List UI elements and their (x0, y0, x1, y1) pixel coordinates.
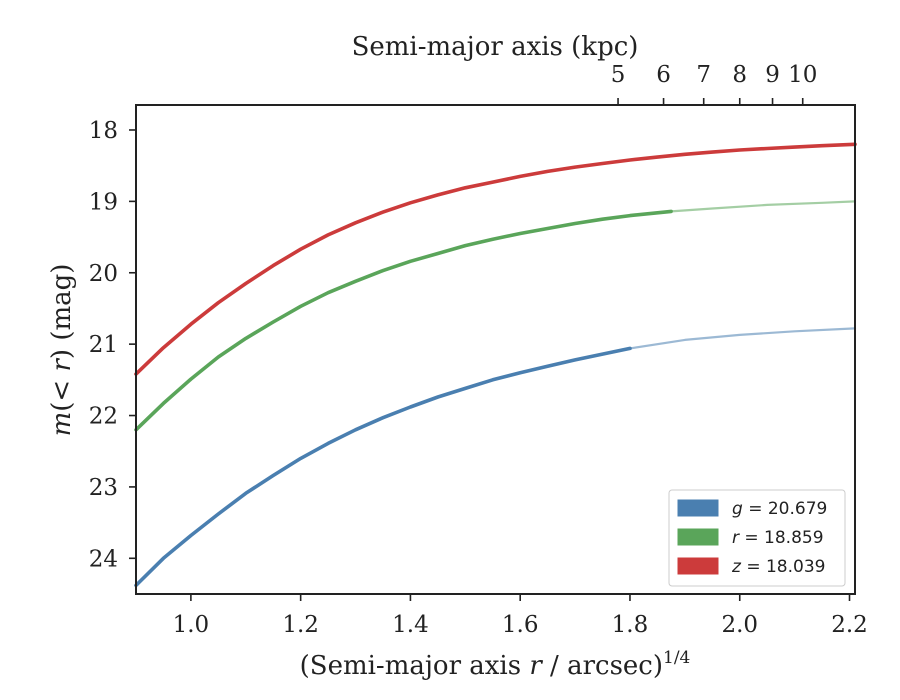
y-tick-label: 20 (89, 261, 118, 287)
x-tick-label: 2.2 (831, 612, 868, 638)
x-axis-title-sup: 1/4 (663, 648, 690, 668)
legend-var-r: r (732, 528, 740, 548)
x-tick-label: 1.2 (282, 612, 319, 638)
x-tick-label: 1.4 (392, 612, 429, 638)
y-axis-title-post: ) (mag) (47, 264, 77, 360)
y-tick-label: 23 (89, 475, 118, 501)
legend-var-z: z (731, 557, 742, 577)
top-tick-label: 10 (788, 62, 817, 88)
legend-value-r: = 18.859 (739, 528, 824, 548)
top-tick-label: 5 (611, 62, 626, 88)
x-axis-title-pre: (Semi-major axis (300, 651, 530, 681)
top-tick-label: 8 (732, 62, 747, 88)
y-tick-label: 19 (89, 189, 118, 215)
y-tick-label: 24 (89, 546, 118, 572)
series-r-line (134, 209, 673, 432)
legend-label-z: z = 18.039 (731, 557, 825, 577)
series-layer (134, 142, 857, 588)
top-tick-label: 7 (696, 62, 711, 88)
legend-swatch-z (677, 557, 719, 575)
x-tick-label: 2.0 (721, 612, 758, 638)
left-y-axis: 18 19 20 21 22 23 24 (89, 118, 136, 572)
legend-var-g: g (732, 499, 743, 519)
series-z-line (134, 142, 857, 376)
y-tick-label: 21 (89, 332, 118, 358)
y-tick-label: 18 (89, 118, 118, 144)
legend-value-g: = 20.679 (743, 499, 828, 519)
top-tick-label: 6 (656, 62, 671, 88)
legend-label-g: g = 20.679 (732, 499, 827, 519)
x-axis-title-post: / arcsec) (542, 651, 663, 681)
legend-swatch-g (677, 499, 719, 517)
y-axis-title: m(< r) (mag) (47, 264, 77, 437)
x-axis-title: (Semi-major axis r / arcsec)1/4 (300, 648, 691, 681)
series-g-model-line (628, 327, 857, 350)
top-x-axis-title: Semi-major axis (kpc) (352, 32, 639, 62)
top-x-axis: 5 6 7 8 9 10 (611, 62, 817, 105)
top-tick-label: 9 (765, 62, 780, 88)
plot-frame (135, 104, 856, 595)
y-axis-title-paren: ( (47, 402, 77, 412)
x-tick-label: 1.6 (502, 612, 539, 638)
x-tick-label: 1.8 (612, 612, 649, 638)
y-tick-label: 22 (89, 404, 118, 430)
series-r-model-line (669, 200, 857, 213)
series-g-line (134, 346, 632, 588)
x-tick-label: 1.0 (173, 612, 210, 638)
legend-label-r: r = 18.859 (732, 528, 824, 548)
y-axis-title-inner: < r (47, 358, 77, 402)
y-axis-title-var: m (47, 412, 77, 437)
legend-value-z: = 18.039 (741, 557, 826, 577)
bottom-x-axis: 1.0 1.2 1.4 1.6 1.8 2.0 2.2 (173, 594, 868, 638)
legend-swatch-r (677, 528, 719, 546)
x-axis-title-var: r (529, 651, 543, 681)
